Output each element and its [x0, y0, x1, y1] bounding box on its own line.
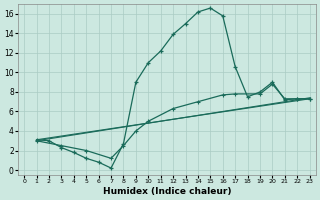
X-axis label: Humidex (Indice chaleur): Humidex (Indice chaleur)	[103, 187, 231, 196]
